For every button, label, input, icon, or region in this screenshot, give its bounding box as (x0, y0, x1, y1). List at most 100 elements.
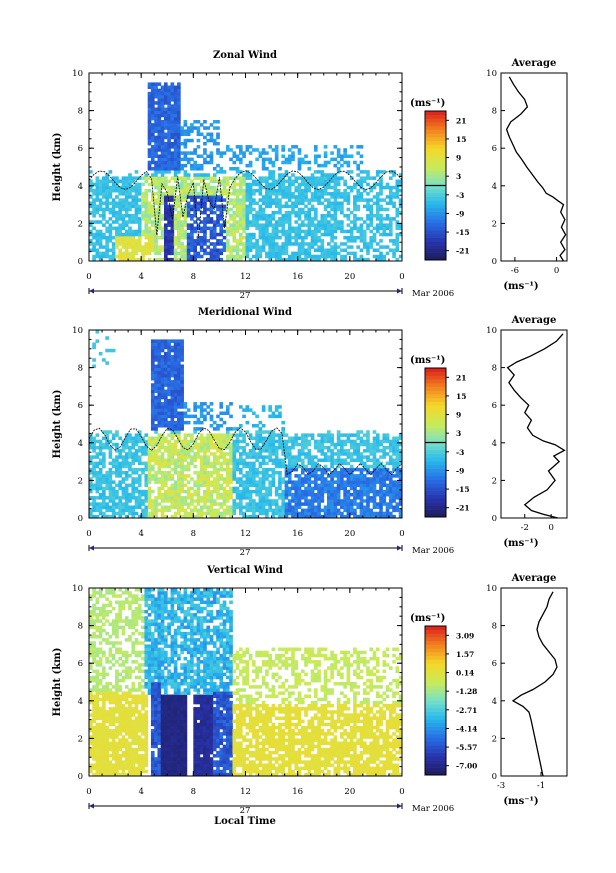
heatmap-cell (199, 420, 204, 425)
heatmap-cell (359, 145, 364, 149)
colorbar-segment (425, 189, 446, 194)
heatmap-cell (150, 392, 155, 397)
heatmap-cell (398, 492, 403, 497)
heatmap-cell (131, 439, 136, 444)
heatmap-cell (89, 477, 93, 481)
heatmap-cell (118, 474, 122, 478)
x-tick-label: 0 (86, 272, 91, 282)
heatmap-cell (304, 223, 308, 227)
colorbar-segment (425, 192, 446, 197)
heatmap-cell (229, 514, 233, 519)
heatmap-cell (173, 424, 178, 428)
heatmap-cell (180, 386, 184, 390)
heatmap-cell (180, 176, 184, 180)
heatmap-cell (232, 201, 237, 205)
heatmap-cell (265, 492, 269, 497)
heatmap-cell (144, 173, 149, 177)
heatmap-cell (131, 204, 136, 209)
heatmap-cell (154, 351, 158, 356)
heatmap-cell (252, 207, 256, 212)
heatmap-cell (131, 242, 136, 246)
heatmap-cell (317, 458, 321, 462)
heatmap-cell (115, 474, 119, 478)
heatmap-cell (349, 442, 354, 447)
heatmap-cell (261, 445, 266, 450)
heatmap-cell (147, 220, 152, 224)
heatmap-cell (154, 242, 158, 246)
heatmap-cell (134, 455, 139, 459)
heatmap-cell (388, 176, 393, 180)
heatmap-cell (336, 492, 341, 497)
heatmap-cell (89, 445, 93, 450)
heatmap-cell (278, 220, 282, 224)
heatmap-cell (388, 502, 393, 506)
heatmap-cell (366, 508, 370, 513)
heatmap-cell (385, 182, 390, 187)
heatmap-cell (248, 235, 253, 240)
heatmap-cell (111, 480, 116, 484)
heatmap-cell (252, 179, 256, 184)
heatmap-cell (150, 386, 155, 390)
heatmap-cell (157, 94, 162, 99)
heatmap-cell (349, 483, 354, 488)
heatmap-cell (92, 461, 96, 466)
heatmap-cell (160, 367, 165, 372)
heatmap-cell (167, 496, 171, 500)
heatmap-cell (124, 188, 129, 193)
heatmap-cell (163, 514, 168, 519)
heatmap-cell (141, 192, 145, 196)
heatmap-cell (379, 486, 383, 491)
heatmap-cell (144, 195, 149, 199)
heatmap-cell (102, 245, 106, 249)
heatmap-cell (369, 442, 374, 447)
heatmap-cell (346, 480, 351, 484)
heatmap-cell (160, 370, 165, 375)
heatmap-cell (167, 232, 171, 237)
heatmap-cell (209, 188, 214, 193)
heatmap-cell (177, 355, 181, 359)
heatmap-cell (362, 239, 367, 243)
heatmap-cell (167, 104, 171, 108)
heatmap-cell (163, 436, 168, 441)
heatmap-cell (232, 433, 237, 437)
heatmap-cell (356, 467, 361, 472)
heatmap-cell (163, 107, 168, 111)
heatmap-cell (320, 214, 325, 218)
heatmap-cell (284, 248, 289, 252)
heatmap-cell (163, 477, 168, 481)
heatmap-cell (304, 195, 308, 199)
heatmap-cell (353, 486, 357, 491)
heatmap-cell (333, 452, 338, 456)
heatmap-cell (157, 467, 162, 472)
heatmap-cell (212, 232, 217, 237)
heatmap-cell (278, 179, 282, 184)
heatmap-cell (196, 154, 201, 158)
heatmap-cell (310, 480, 315, 484)
heatmap-cell (340, 433, 344, 437)
heatmap-cell (291, 511, 295, 516)
heatmap-cell (154, 116, 158, 121)
heatmap-cell (271, 449, 276, 453)
heatmap-cell (102, 455, 106, 459)
heatmap-cell (92, 245, 96, 249)
heatmap-cell (206, 492, 211, 497)
heatmap-cell (212, 223, 217, 227)
colorbar-tick-label: -9 (456, 209, 464, 218)
heatmap-cell (375, 210, 380, 215)
heatmap-cell (102, 223, 106, 227)
heatmap-cell (359, 483, 364, 488)
heatmap-cell (281, 458, 286, 462)
heatmap-cell (346, 185, 351, 190)
heatmap-cell (392, 185, 396, 190)
heatmap-cell (147, 116, 152, 121)
heatmap-cell (154, 449, 158, 453)
heatmap-cell (154, 120, 158, 124)
heatmap-cell (150, 474, 155, 478)
heatmap-cell (160, 439, 165, 444)
heatmap-cell (137, 492, 142, 497)
heatmap-cell (137, 245, 142, 249)
heatmap-cell (372, 254, 377, 259)
heatmap-cell (238, 160, 243, 165)
heatmap-cell (160, 135, 165, 140)
heatmap-cell (222, 452, 227, 456)
